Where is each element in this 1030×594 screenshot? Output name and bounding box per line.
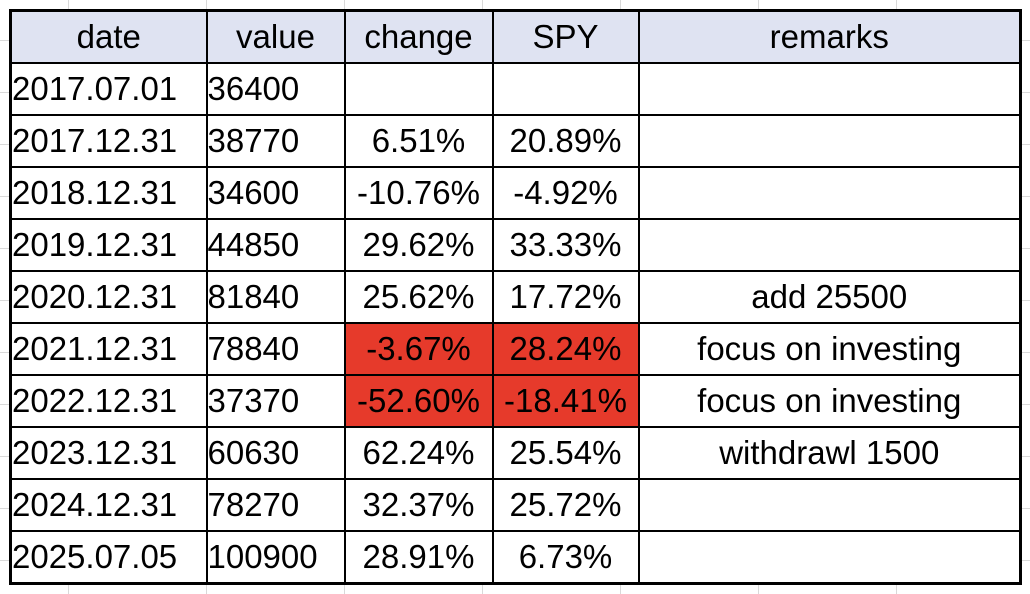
cell-date[interactable]: 2020.12.31 xyxy=(9,270,208,324)
cell-change[interactable] xyxy=(343,62,494,116)
cell-value[interactable]: 78270 xyxy=(205,478,346,532)
cell-change[interactable]: -3.67% xyxy=(343,322,494,376)
cell-remarks[interactable] xyxy=(637,62,1022,116)
header-date[interactable]: date xyxy=(9,9,208,64)
cell-spy[interactable]: 20.89% xyxy=(491,114,640,168)
cell-value[interactable]: 44850 xyxy=(205,218,346,272)
table-row: 2023.12.31 60630 62.24% 25.54% withdrawl 150… xyxy=(9,426,1022,480)
table-row: 2020.12.31 81840 25.62% 17.72% add 25500 xyxy=(9,270,1022,324)
header-change[interactable]: change xyxy=(343,9,494,64)
table-row: 2024.12.31 78270 32.37% 25.72% xyxy=(9,478,1022,532)
cell-date[interactable]: 2017.07.01 xyxy=(9,62,208,116)
header-spy[interactable]: SPY xyxy=(491,9,640,64)
cell-spy[interactable] xyxy=(491,62,640,116)
cell-date[interactable]: 2022.12.31 xyxy=(9,374,208,428)
cell-value[interactable]: 81840 xyxy=(205,270,346,324)
table-row: 2019.12.31 44850 29.62% 33.33% xyxy=(9,218,1022,272)
cell-value[interactable]: 60630 xyxy=(205,426,346,480)
cell-spy[interactable]: 25.72% xyxy=(491,478,640,532)
table-row: 2017.07.01 36400 xyxy=(9,62,1022,116)
cell-remarks[interactable]: withdrawl 1500 xyxy=(637,426,1022,480)
cell-remarks[interactable] xyxy=(637,478,1022,532)
header-value[interactable]: value xyxy=(205,9,346,64)
cell-remarks[interactable]: focus on investing xyxy=(637,374,1022,428)
cell-date[interactable]: 2023.12.31 xyxy=(9,426,208,480)
cell-remarks[interactable]: focus on investing xyxy=(637,322,1022,376)
table-row: 2022.12.31 37370 -52.60% -18.41% focus on in… xyxy=(9,374,1022,428)
cell-change[interactable]: -52.60% xyxy=(343,374,494,428)
cell-date[interactable]: 2021.12.31 xyxy=(9,322,208,376)
cell-remarks[interactable] xyxy=(637,530,1022,585)
cell-change[interactable]: 62.24% xyxy=(343,426,494,480)
cell-spy[interactable]: 25.54% xyxy=(491,426,640,480)
cell-value[interactable]: 36400 xyxy=(205,62,346,116)
cell-value[interactable]: 38770 xyxy=(205,114,346,168)
table-row: 2017.12.31 38770 6.51% 20.89% xyxy=(9,114,1022,168)
performance-table: date value change SPY remarks 2017.07.01… xyxy=(9,9,1022,585)
table-body: 2017.07.01 36400 2017.12.31 38770 6.51% 20.89… xyxy=(9,62,1022,585)
cell-remarks[interactable] xyxy=(637,166,1022,220)
header-row: date value change SPY remarks xyxy=(9,9,1022,64)
cell-spy[interactable]: 33.33% xyxy=(491,218,640,272)
cell-value[interactable]: 37370 xyxy=(205,374,346,428)
cell-change[interactable]: -10.76% xyxy=(343,166,494,220)
cell-value[interactable]: 34600 xyxy=(205,166,346,220)
cell-remarks[interactable] xyxy=(637,218,1022,272)
cell-value[interactable]: 78840 xyxy=(205,322,346,376)
cell-date[interactable]: 2019.12.31 xyxy=(9,218,208,272)
cell-change[interactable]: 28.91% xyxy=(343,530,494,585)
cell-date[interactable]: 2024.12.31 xyxy=(9,478,208,532)
cell-spy[interactable]: -18.41% xyxy=(491,374,640,428)
table-row: 2021.12.31 78840 -3.67% 28.24% focus on inve… xyxy=(9,322,1022,376)
table-row: 2018.12.31 34600 -10.76% -4.92% xyxy=(9,166,1022,220)
cell-spy[interactable]: -4.92% xyxy=(491,166,640,220)
cell-value[interactable]: 100900 xyxy=(205,530,346,585)
cell-date[interactable]: 2017.12.31 xyxy=(9,114,208,168)
table-row: 2025.07.05 100900 28.91% 6.73% xyxy=(9,530,1022,585)
cell-date[interactable]: 2025.07.05 xyxy=(9,530,208,585)
cell-change[interactable]: 25.62% xyxy=(343,270,494,324)
cell-remarks[interactable]: add 25500 xyxy=(637,270,1022,324)
cell-date[interactable]: 2018.12.31 xyxy=(9,166,208,220)
cell-spy[interactable]: 28.24% xyxy=(491,322,640,376)
cell-change[interactable]: 6.51% xyxy=(343,114,494,168)
cell-spy[interactable]: 6.73% xyxy=(491,530,640,585)
cell-change[interactable]: 29.62% xyxy=(343,218,494,272)
cell-change[interactable]: 32.37% xyxy=(343,478,494,532)
header-remarks[interactable]: remarks xyxy=(637,9,1022,64)
cell-remarks[interactable] xyxy=(637,114,1022,168)
cell-spy[interactable]: 17.72% xyxy=(491,270,640,324)
